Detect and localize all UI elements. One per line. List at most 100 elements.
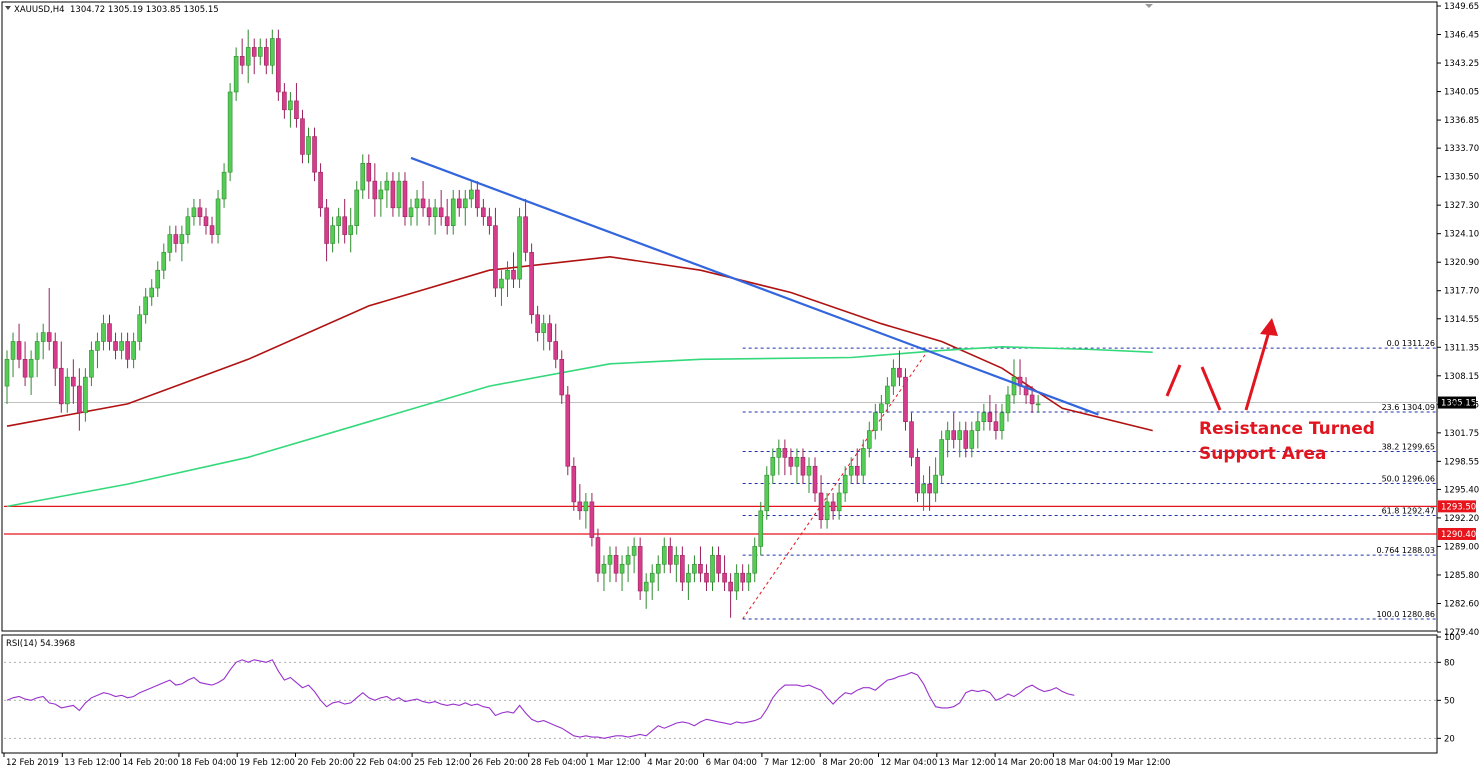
time-tick-label: 13 Mar 12:00 (939, 758, 996, 768)
candle-bearish (698, 563, 703, 574)
candle-bearish (854, 465, 860, 476)
candle-bullish (607, 555, 613, 565)
candle-bearish (667, 546, 673, 565)
collapse-triangle-icon[interactable] (5, 6, 11, 10)
candle-bullish (770, 457, 776, 476)
candle-bullish (686, 572, 691, 583)
candle-bearish (613, 555, 619, 574)
candle-bullish (891, 367, 896, 387)
time-tick-label: 20 Feb 20:00 (298, 758, 354, 768)
time-tick-label: 28 Feb 04:00 (531, 758, 587, 768)
candle-bullish (643, 581, 649, 592)
candle-bullish (794, 457, 800, 467)
candle-bullish (191, 207, 197, 218)
candle-bearish (559, 359, 565, 396)
candle-bullish (776, 448, 782, 458)
price-tick-label: 1314.55 (1444, 315, 1479, 325)
candle-bearish (800, 457, 806, 476)
rsi-tick-label: 50 (1444, 696, 1455, 706)
candle-bullish (354, 189, 360, 226)
annotation-line-1: Resistance Turned (1199, 419, 1375, 439)
candle-bullish (396, 180, 402, 209)
ohlc-readout: 1304.72 1305.19 1303.85 1305.15 (70, 5, 219, 15)
candle-bearish (342, 216, 347, 235)
price-tick-label: 1279.40 (1444, 628, 1479, 638)
candle-bullish (288, 100, 293, 111)
candle-bullish (221, 171, 227, 200)
candle-bearish (324, 207, 329, 244)
support-level-box (1438, 500, 1476, 513)
rsi-tick-label: 20 (1444, 734, 1455, 744)
candle-bullish (469, 189, 474, 200)
candle-bullish (215, 198, 221, 235)
candle-bearish (390, 180, 396, 209)
candle-bearish (812, 465, 818, 494)
price-tick-label: 1295.40 (1444, 485, 1479, 495)
candle-bearish (1029, 394, 1035, 405)
candle-bullish (848, 465, 854, 476)
time-tick-label: 25 Feb 12:00 (414, 758, 470, 768)
price-tick-label: 1308.15 (1444, 372, 1479, 382)
candle-bullish (101, 323, 106, 342)
price-tick-label: 1330.50 (1444, 173, 1479, 183)
candle-bullish (860, 448, 866, 476)
horizontal-levels-layer: 1293.50 1290.40 1305.15 (4, 396, 1476, 540)
candle-bullish (137, 314, 142, 342)
candle-bearish (987, 412, 993, 422)
price-axis-layer: 1349.65 1346.45 1343.25 1340.05 1336.85 1333.… (1437, 2, 1479, 638)
candle-bearish (71, 376, 76, 387)
candle-bullish (149, 287, 155, 298)
candle-bullish (746, 572, 751, 583)
candle-bullish (450, 198, 456, 226)
candle-bullish (921, 483, 926, 494)
candle-bullish (939, 439, 944, 476)
candle-bullish (734, 572, 739, 592)
candle-bearish (487, 216, 492, 226)
annotation-line-2: Support Area (1199, 444, 1326, 464)
time-tick-label: 4 Mar 20:00 (647, 758, 698, 768)
fib-anchor-line (742, 347, 931, 620)
candle-bullish (945, 430, 950, 440)
candle-bullish (758, 510, 764, 547)
candle-bearish (577, 501, 583, 512)
candle-bullish (631, 546, 637, 556)
candle-bearish (203, 216, 209, 226)
candle-bullish (752, 546, 758, 574)
price-tick-label: 1298.55 (1444, 457, 1479, 467)
candle-bullish (185, 216, 191, 235)
time-tick-label: 12 Feb 2019 (6, 758, 59, 768)
candle-bearish (251, 47, 257, 57)
candle-bullish (879, 403, 884, 414)
candle-bearish (22, 359, 28, 378)
time-tick-label: 19 Feb 12:00 (239, 758, 295, 768)
candle-bullish (957, 430, 963, 440)
support-level-label: 1293.50 (1441, 502, 1476, 512)
candle-bullish (619, 563, 625, 574)
candle-bullish (143, 296, 148, 316)
time-tick-label: 19 Mar 12:00 (1114, 758, 1171, 768)
scroll-marker-icon[interactable] (1145, 4, 1153, 8)
price-tick-label: 1336.85 (1444, 116, 1479, 126)
candle-bullish (505, 269, 510, 280)
candles-layer (4, 29, 1041, 618)
candle-bearish (523, 216, 528, 253)
candle-bullish (131, 341, 136, 360)
candle-bullish (655, 563, 661, 574)
fib-level-label: 23.6 1304.09 (1382, 403, 1435, 412)
candle-bearish (951, 430, 957, 440)
candle-bullish (806, 465, 812, 476)
candle-bullish (34, 341, 40, 360)
downtrend-line[interactable] (410, 156, 1099, 416)
candle-bearish (52, 341, 58, 369)
candle-bearish (444, 216, 450, 226)
candle-bearish (637, 546, 643, 592)
price-tick-label: 1317.70 (1444, 287, 1479, 297)
candle-bearish (903, 376, 908, 422)
fib-level-label: 61.8 1292.47 (1382, 507, 1435, 516)
price-tick-label: 1301.75 (1444, 429, 1479, 439)
price-tick-label: 1311.35 (1444, 343, 1479, 353)
price-tick-label: 1346.45 (1444, 31, 1479, 41)
candle-bearish (897, 367, 902, 378)
rsi-layer: 100 80 50 20 (4, 633, 1460, 744)
